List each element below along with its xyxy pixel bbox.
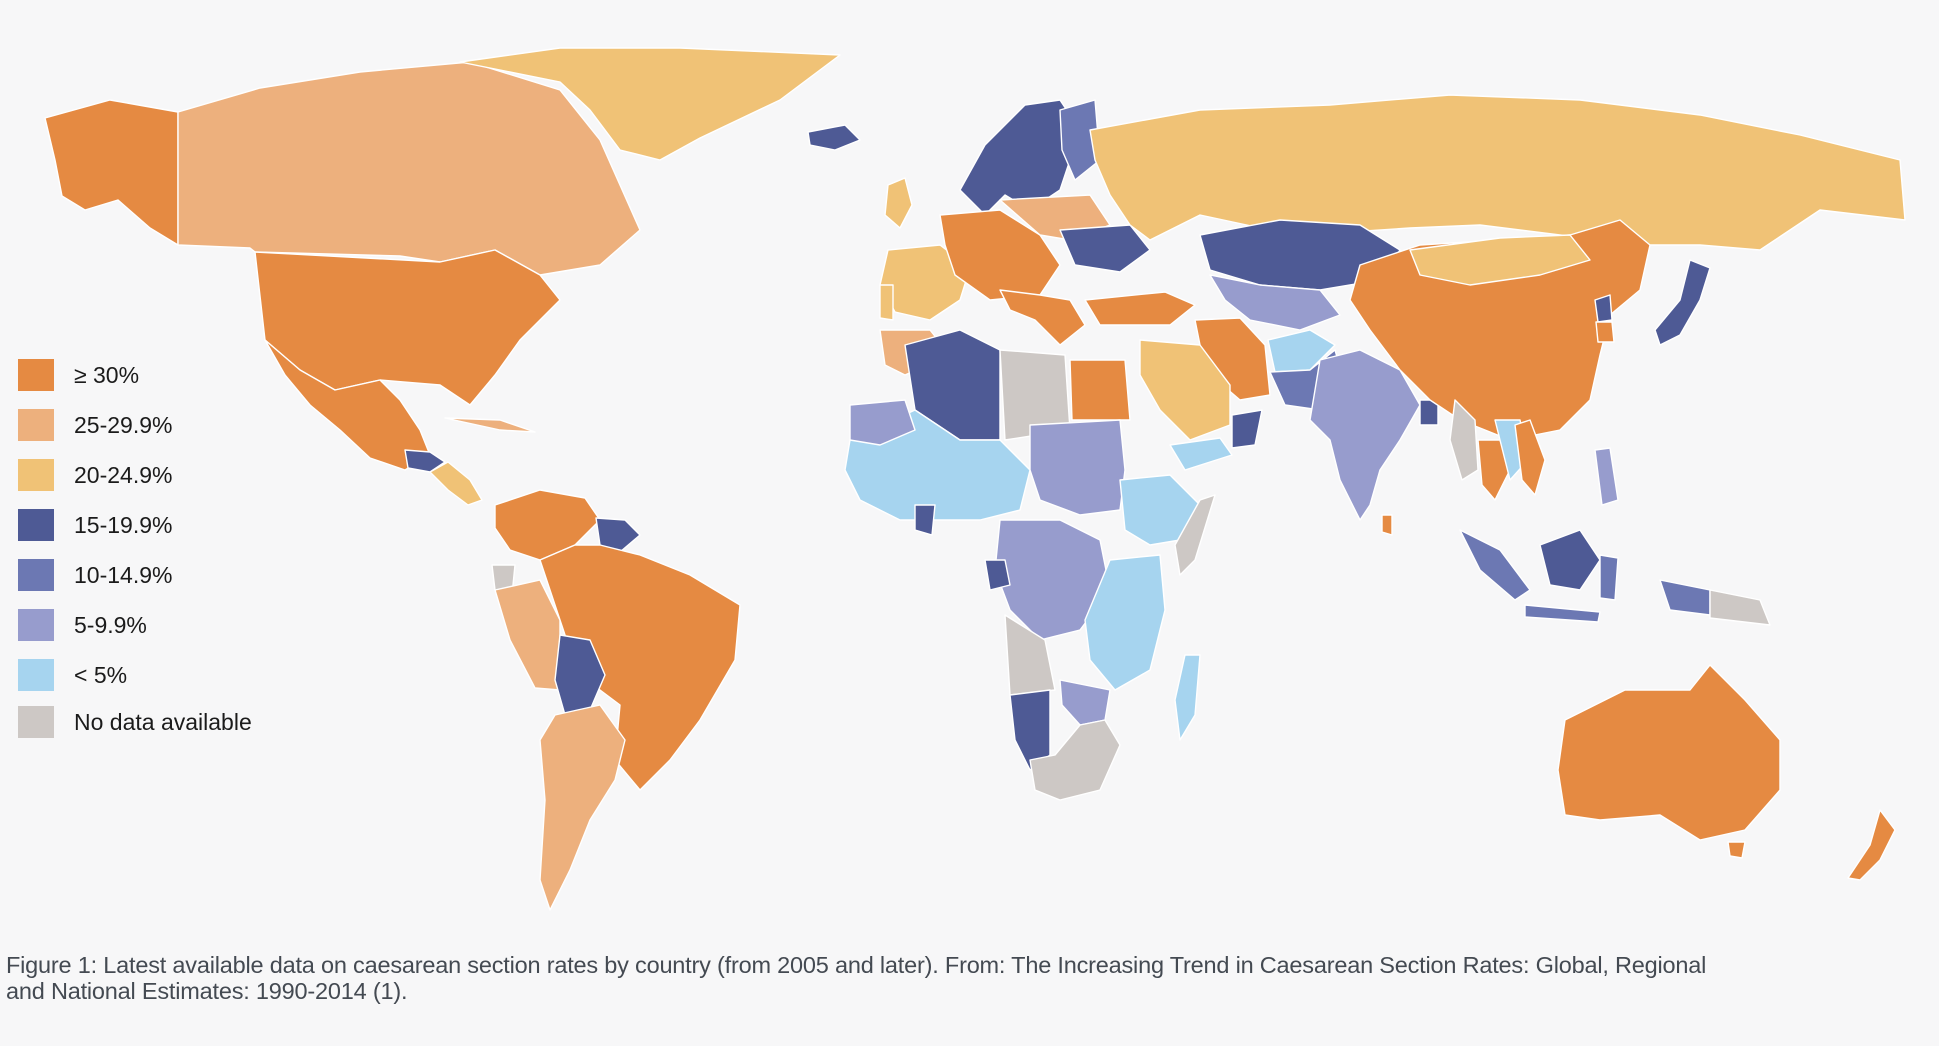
world-map	[44, 47, 1906, 911]
caption-line-2: and National Estimates: 1990-2014 (1).	[6, 978, 408, 1004]
caption-line-1: Figure 1: Latest available data on caesa…	[6, 952, 1707, 978]
legend-item-lt5: < 5%	[18, 650, 252, 700]
map-legend: ≥ 30% 25-29.9% 20-24.9% 15-19.9% 10-14.9…	[18, 350, 252, 744]
country-australia	[1557, 664, 1781, 841]
country-papua-indonesia	[1659, 579, 1711, 616]
legend-label: 5-9.9%	[74, 611, 147, 638]
country-sudan-chad	[1029, 419, 1126, 516]
country-philippines	[1594, 447, 1619, 506]
legend-swatch	[18, 359, 54, 391]
legend-swatch	[18, 559, 54, 591]
country-guianas	[595, 517, 641, 553]
country-vietnam	[1514, 419, 1546, 496]
country-papua-new-guinea	[1709, 589, 1771, 626]
legend-label: 25-29.9%	[74, 411, 173, 438]
legend-swatch	[18, 609, 54, 641]
legend-label: No data available	[74, 708, 252, 735]
country-borneo	[1539, 529, 1601, 591]
legend-item-gte30: ≥ 30%	[18, 350, 252, 400]
country-sri-lanka	[1381, 514, 1393, 536]
country-afghanistan	[1267, 329, 1336, 373]
country-saudi-arabia	[1139, 339, 1231, 441]
country-somalia	[1174, 494, 1216, 576]
figure-caption: Figure 1: Latest available data on caesa…	[6, 952, 1921, 1004]
country-mongolia	[1409, 234, 1591, 286]
country-uk	[884, 177, 913, 229]
legend-label: < 5%	[74, 661, 128, 688]
country-mauritania-mali	[849, 399, 916, 446]
country-indonesia-java	[1524, 604, 1601, 623]
country-east-africa	[1084, 554, 1166, 691]
country-egypt	[1069, 359, 1131, 421]
legend-item-20-24: 20-24.9%	[18, 450, 252, 500]
legend-item-15-19: 15-19.9%	[18, 500, 252, 550]
country-ghana	[914, 504, 936, 536]
country-angola	[1004, 614, 1056, 696]
legend-label: ≥ 30%	[74, 361, 140, 388]
legend-item-25-29: 25-29.9%	[18, 400, 252, 450]
country-yemen	[1169, 437, 1233, 471]
country-japan	[1654, 259, 1711, 346]
country-italy-balkans	[999, 289, 1086, 346]
country-alaska	[44, 99, 179, 246]
legend-swatch	[18, 659, 54, 691]
country-myanmar	[1449, 399, 1479, 481]
country-indonesia-sumatra	[1459, 529, 1531, 601]
legend-swatch	[18, 706, 54, 738]
country-finland	[1059, 99, 1101, 181]
country-madagascar	[1174, 654, 1201, 741]
legend-item-no-data: No data available	[18, 700, 252, 744]
country-central-america	[429, 461, 483, 506]
legend-swatch	[18, 509, 54, 541]
country-south-korea	[1595, 321, 1615, 343]
legend-swatch	[18, 459, 54, 491]
country-ukraine	[1059, 224, 1151, 273]
country-cuba	[444, 417, 536, 433]
country-sulawesi	[1599, 554, 1619, 601]
country-oman	[1231, 409, 1263, 449]
country-zambia-zimbabwe	[1059, 679, 1111, 726]
country-india	[1309, 349, 1421, 521]
country-portugal	[879, 284, 894, 321]
country-russia	[1089, 94, 1906, 251]
country-iceland	[807, 124, 861, 151]
country-canada	[177, 61, 641, 276]
country-tasmania	[1727, 841, 1746, 859]
country-guatemala	[404, 449, 446, 473]
country-greenland	[459, 47, 841, 161]
country-peru	[494, 579, 561, 691]
legend-item-10-14: 10-14.9%	[18, 550, 252, 600]
country-korea	[1594, 294, 1613, 323]
legend-item-5-9: 5-9.9%	[18, 600, 252, 650]
country-southern-africa	[1029, 719, 1121, 801]
legend-label: 10-14.9%	[74, 561, 173, 588]
legend-label: 15-19.9%	[74, 511, 173, 538]
country-turkey	[1084, 291, 1196, 326]
country-central-asia	[1209, 274, 1341, 331]
legend-label: 20-24.9%	[74, 461, 173, 488]
country-new-zealand	[1847, 809, 1896, 881]
legend-swatch	[18, 409, 54, 441]
country-paraguay-argentina	[539, 704, 626, 911]
country-gabon	[984, 559, 1011, 591]
country-thailand	[1477, 439, 1511, 501]
